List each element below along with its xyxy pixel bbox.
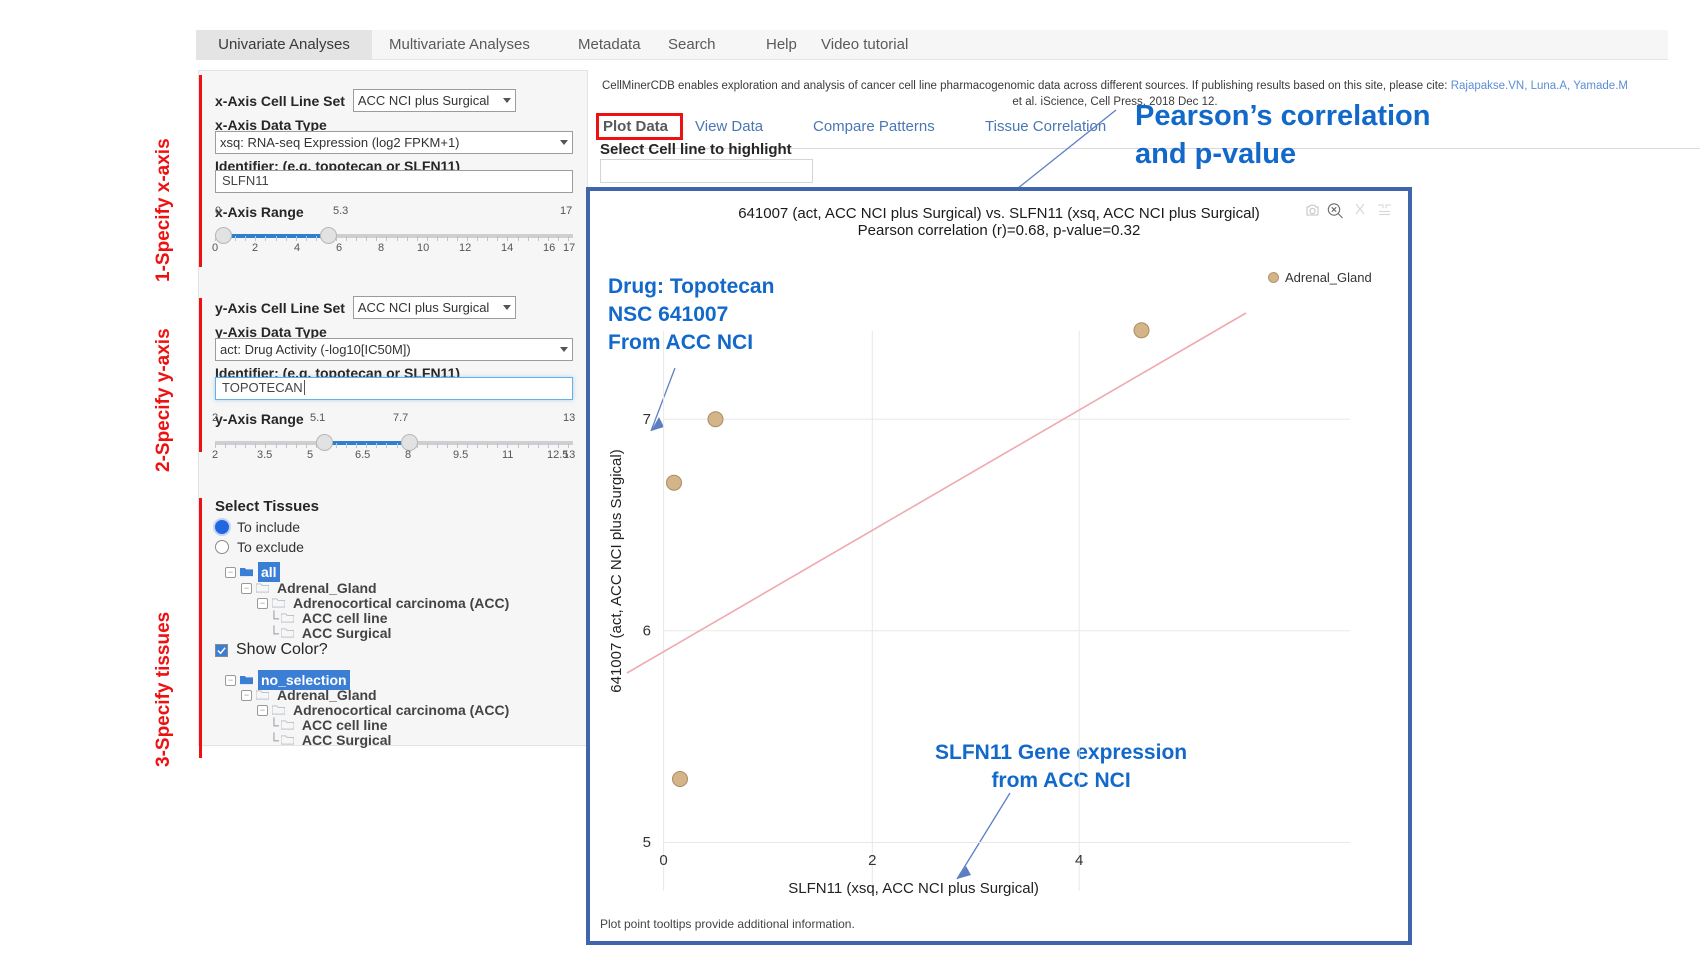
svg-text:0: 0 [659,852,667,869]
svg-text:2: 2 [868,852,876,869]
svg-text:4: 4 [1075,852,1083,869]
svg-text:6: 6 [643,623,651,640]
svg-text:5: 5 [643,834,651,851]
svg-text:7: 7 [643,411,651,428]
